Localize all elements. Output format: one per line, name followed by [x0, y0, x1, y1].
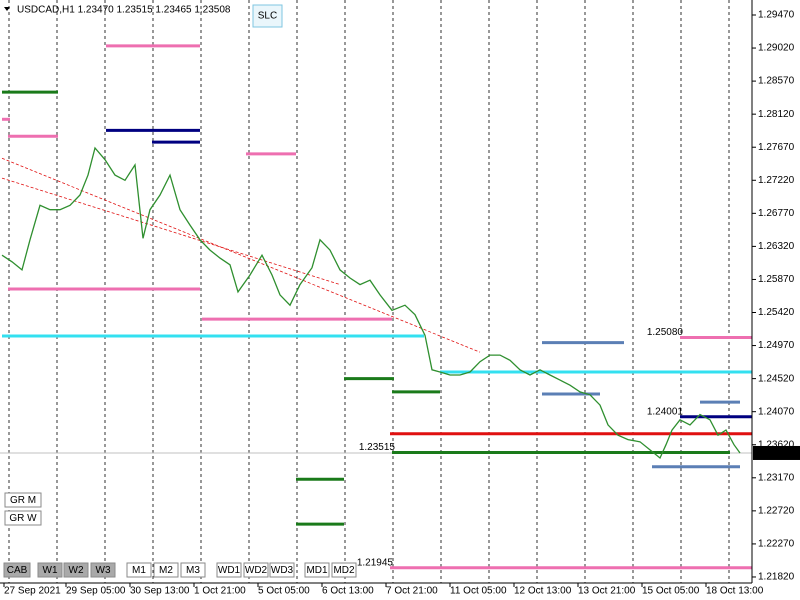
- button-box[interactable]: [4, 510, 42, 526]
- x-tick-label: 30 Sep 13:00: [130, 586, 190, 597]
- button-label[interactable]: GR W: [9, 513, 37, 524]
- chart-button[interactable]: GR W: [4, 510, 42, 526]
- y-tick-label: 1.29020: [758, 43, 795, 54]
- button-label[interactable]: W1: [43, 565, 58, 576]
- chart-button[interactable]: MD2: [331, 562, 357, 578]
- y-tick-label: 1.25420: [758, 307, 795, 318]
- y-tick-label: 1.23170: [758, 472, 795, 483]
- button-label[interactable]: GR M: [10, 495, 36, 506]
- trendline: [1, 177, 341, 285]
- y-tick-label: 1.24070: [758, 406, 795, 417]
- button-label[interactable]: M3: [186, 565, 200, 576]
- button-label[interactable]: MD2: [333, 565, 355, 576]
- bid-box: [753, 445, 800, 460]
- x-tick-label: 13 Oct 21:00: [578, 586, 636, 597]
- button-label[interactable]: WD1: [218, 565, 241, 576]
- button-label[interactable]: W2: [69, 565, 84, 576]
- button-box[interactable]: [304, 562, 330, 578]
- y-tick-label: 1.28120: [758, 109, 795, 120]
- button-label[interactable]: M1: [132, 565, 146, 576]
- y-tick-label: 1.27220: [758, 175, 795, 186]
- chart-button[interactable]: W3: [90, 562, 116, 578]
- y-tick-label: 1.26770: [758, 208, 795, 219]
- chart-button[interactable]: MD1: [304, 562, 330, 578]
- x-tick-label: 12 Oct 13:00: [514, 586, 572, 597]
- button-box[interactable]: [63, 562, 89, 578]
- y-tick-label: 1.23620: [758, 439, 795, 450]
- button-box[interactable]: [252, 4, 283, 28]
- button-label[interactable]: WD2: [245, 565, 268, 576]
- chart-button[interactable]: W2: [63, 562, 89, 578]
- x-tick-label: 18 Oct 13:00: [706, 586, 764, 597]
- y-tick-label: 1.24520: [758, 373, 795, 384]
- menu-arrow[interactable]: [4, 7, 10, 11]
- y-tick-label: 1.21820: [758, 572, 795, 583]
- chart-button[interactable]: CAB: [3, 562, 31, 578]
- level-label: 1.23515: [359, 442, 396, 453]
- chart-title: USDCAD,H1 1.23470 1.23515 1.23465 1.2350…: [17, 5, 231, 16]
- x-tick-label: 6 Oct 13:00: [322, 586, 374, 597]
- x-tick-label: 29 Sep 05:00: [66, 586, 126, 597]
- y-tick-label: 1.25870: [758, 274, 795, 285]
- chart-button[interactable]: W1: [37, 562, 63, 578]
- x-tick-label: 11 Oct 05:00: [450, 586, 507, 597]
- button-box[interactable]: [180, 562, 206, 578]
- y-tick-label: 1.24970: [758, 340, 795, 351]
- slc-button[interactable]: SLC: [252, 4, 283, 28]
- x-tick-label: 5 Oct 05:00: [258, 586, 310, 597]
- button-box[interactable]: [90, 562, 116, 578]
- button-box[interactable]: [153, 562, 179, 578]
- button-label[interactable]: MD1: [306, 565, 328, 576]
- button-label[interactable]: CAB: [7, 565, 28, 576]
- button-label[interactable]: SLC: [258, 11, 277, 22]
- button-box[interactable]: [126, 562, 152, 578]
- button-box[interactable]: [4, 492, 42, 508]
- x-tick-label: 15 Oct 05:00: [642, 586, 700, 597]
- level-label: 1.25080: [647, 327, 684, 338]
- x-tick-label: 7 Oct 21:00: [386, 586, 438, 597]
- chart-button[interactable]: WD1: [216, 562, 242, 578]
- chart-button[interactable]: M1: [126, 562, 152, 578]
- chart-button[interactable]: GR M: [4, 492, 42, 508]
- plot-area: 1.25080 1.24001 1.23515 1.21945: [0, 0, 752, 583]
- y-tick-label: 1.22270: [758, 539, 795, 550]
- chart-button[interactable]: M2: [153, 562, 179, 578]
- y-tick-label: 1.29470: [758, 10, 795, 21]
- y-tick-label: 1.26320: [758, 241, 795, 252]
- button-box[interactable]: [243, 562, 269, 578]
- chart-button[interactable]: M3: [180, 562, 206, 578]
- level-label: 1.21945: [357, 557, 394, 568]
- button-box[interactable]: [269, 562, 295, 578]
- button-box[interactable]: [37, 562, 63, 578]
- price-line: [1, 146, 741, 460]
- chart-button[interactable]: WD3: [269, 562, 295, 578]
- x-tick-label: 1 Oct 21:00: [194, 586, 246, 597]
- y-tick-label: 1.28570: [758, 76, 795, 87]
- button-box[interactable]: [216, 562, 242, 578]
- button-label[interactable]: WD3: [271, 565, 294, 576]
- x-tick-label: 27 Sep 2021: [4, 586, 61, 597]
- button-label[interactable]: W3: [96, 565, 111, 576]
- y-tick-label: 1.27670: [758, 142, 795, 153]
- button-box[interactable]: [331, 562, 357, 578]
- y-tick-label: 1.22720: [758, 506, 795, 517]
- bid-label: 1.23508: [757, 448, 794, 459]
- level-label: 1.24001: [647, 406, 684, 417]
- button-label[interactable]: M2: [159, 565, 173, 576]
- chart-button[interactable]: WD2: [243, 562, 269, 578]
- button-box[interactable]: [3, 562, 31, 578]
